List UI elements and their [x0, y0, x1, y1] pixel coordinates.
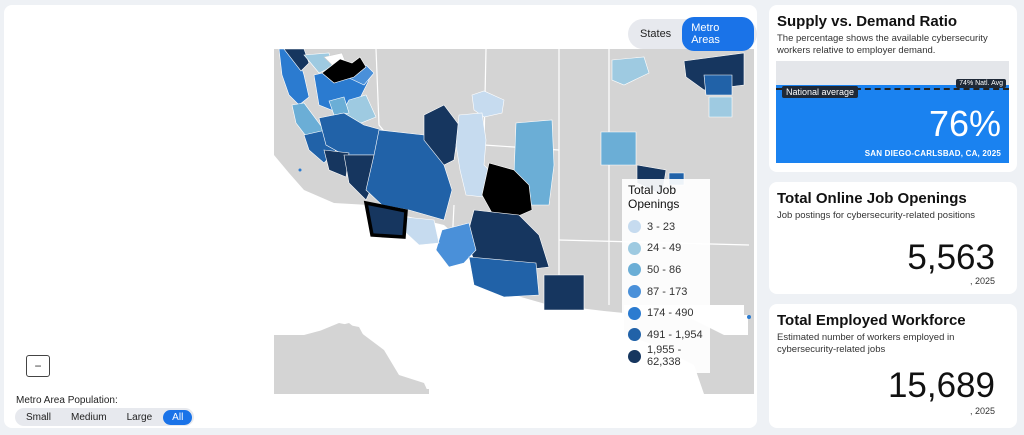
- geo-level-toggle: States Metro Areas: [628, 17, 757, 51]
- legend-swatch: [628, 306, 641, 320]
- legend-item: 50 - 86: [628, 259, 706, 281]
- metro-area: [471, 90, 505, 118]
- supply-demand-card: Supply vs. Demand Ratio The percentage s…: [769, 5, 1017, 172]
- legend-item: 491 - 1,954: [628, 324, 706, 346]
- population-medium-button[interactable]: Medium: [71, 411, 107, 423]
- ratio-fill: [776, 85, 1009, 163]
- map-panel: States Metro Areas Total Job Openings 3 …: [4, 5, 757, 428]
- legend-label: 3 - 23: [647, 220, 676, 233]
- population-small-button[interactable]: Small: [26, 411, 52, 423]
- legend-swatch: [628, 285, 641, 299]
- zoom-out-button[interactable]: −: [26, 355, 50, 377]
- population-filter: Small Medium Large All: [15, 408, 195, 426]
- workforce-year: , 2025: [969, 406, 995, 416]
- national-average-label: National average: [782, 85, 859, 98]
- national-average-tag: 74% Natl. Avg: [956, 78, 1006, 88]
- legend-label: 24 - 49: [647, 242, 682, 255]
- card-title: Total Employed Workforce: [777, 312, 966, 329]
- card-title: Supply vs. Demand Ratio: [777, 13, 958, 30]
- population-large-button[interactable]: Large: [126, 411, 153, 423]
- job-openings-year: , 2025: [969, 276, 995, 286]
- metro-area: [703, 74, 733, 96]
- metro-area: [328, 96, 350, 116]
- legend-item: 174 - 490: [628, 302, 706, 324]
- legend-label: 87 - 173: [647, 285, 688, 298]
- legend-item: 87 - 173: [628, 281, 706, 303]
- selected-metro-san-diego: [363, 200, 408, 239]
- island: [747, 315, 751, 319]
- metro-area: [423, 104, 460, 166]
- legend-swatch: [628, 220, 641, 234]
- card-subtitle: Estimated number of workers employed in …: [777, 332, 955, 355]
- metro-area: [611, 56, 650, 86]
- metro-areas-toggle-button[interactable]: Metro Areas: [682, 17, 754, 51]
- legend-swatch: [628, 263, 641, 277]
- ratio-location: SAN DIEGO-CARLSBAD, CA, 2025: [864, 149, 1001, 158]
- legend-label: 1,955 - 62,338: [647, 344, 682, 369]
- metro-area: [323, 149, 350, 178]
- legend-item: 1,955 - 62,338: [628, 344, 706, 369]
- metro-area: [600, 131, 637, 166]
- workforce-card: Total Employed Workforce Estimated numbe…: [769, 304, 1017, 428]
- legend-item: 24 - 49: [628, 238, 706, 260]
- card-title: Total Online Job Openings: [777, 190, 967, 207]
- legend-title: Total Job Openings: [628, 183, 680, 211]
- ratio-gauge: National average 74% Natl. Avg 76% SAN D…: [776, 61, 1009, 163]
- map-legend: Total Job Openings 3 - 23 24 - 49 50 - 86 8…: [622, 179, 710, 374]
- population-all-button[interactable]: All: [163, 409, 193, 425]
- legend-label: 50 - 86: [647, 263, 682, 276]
- metro-area: [283, 48, 310, 72]
- national-average-line: [776, 87, 1009, 90]
- metro-area: [708, 96, 733, 118]
- metro-area: [543, 274, 585, 311]
- metro-area: [321, 56, 367, 84]
- alaska-land: [304, 323, 394, 389]
- ratio-value: 76%: [928, 103, 1001, 144]
- job-openings-card: Total Online Job Openings Job postings f…: [769, 182, 1017, 294]
- legend-label: 174 - 490: [647, 307, 694, 320]
- states-toggle-button[interactable]: States: [640, 28, 672, 40]
- legend-swatch: [628, 241, 641, 255]
- metro-area: [435, 222, 477, 268]
- card-subtitle: The percentage shows the available cyber…: [777, 33, 988, 56]
- legend-label: 491 - 1,954: [647, 328, 703, 341]
- population-filter-label: Metro Area Population:: [16, 395, 118, 406]
- island: [298, 168, 302, 172]
- card-subtitle: Job postings for cybersecurity-related p…: [777, 210, 976, 221]
- legend-swatch: [628, 328, 641, 342]
- metro-area: [481, 162, 533, 218]
- legend-swatch: [628, 349, 641, 363]
- job-openings-value: 5,563: [907, 238, 995, 277]
- workforce-value: 15,689: [887, 366, 995, 405]
- legend-item: 3 - 23: [628, 216, 706, 238]
- metro-area: [468, 256, 540, 298]
